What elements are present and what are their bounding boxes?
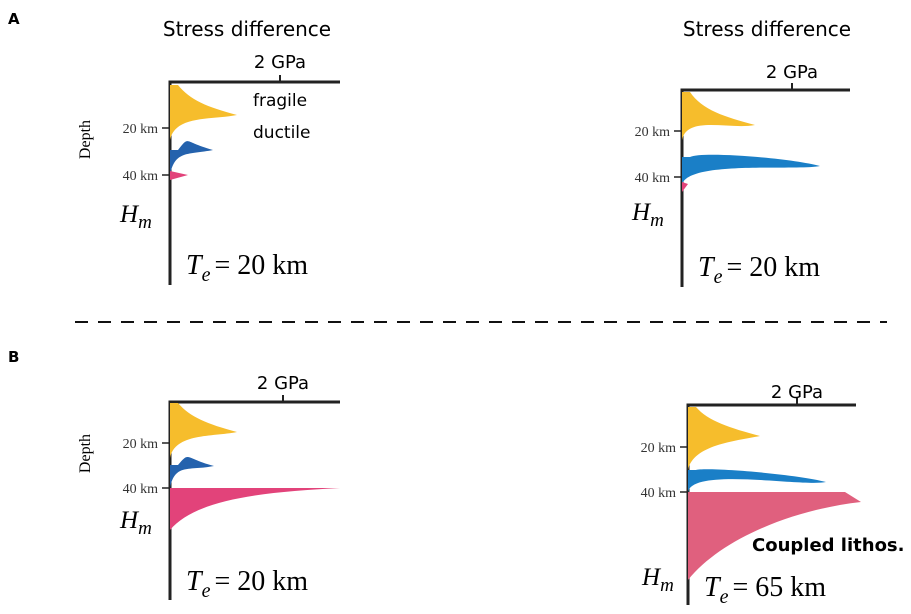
depth-label: 20 km — [123, 122, 159, 137]
envelope — [170, 403, 237, 458]
envelope — [170, 141, 213, 175]
symbol: T — [186, 250, 204, 281]
envelope — [170, 456, 214, 488]
envelope — [682, 154, 820, 185]
te-label: Te = 65 km — [704, 572, 826, 608]
subscript: e — [202, 580, 211, 602]
envelope — [688, 407, 760, 470]
te-label: Te = 20 km — [186, 250, 308, 286]
subscript: m — [660, 575, 674, 596]
scale-label: 2 GPa — [771, 382, 823, 403]
annotation: fragile — [253, 91, 307, 111]
depth-label: 20 km — [641, 441, 677, 456]
symbol: H — [119, 201, 140, 228]
envelope — [170, 488, 340, 530]
depth-axis-label: Depth — [77, 434, 94, 473]
te-label: Te = 20 km — [698, 252, 820, 288]
symbol: T — [698, 252, 716, 283]
hm-label: Hm — [119, 201, 152, 233]
symbol: H — [119, 507, 140, 534]
hm-label: Hm — [631, 199, 664, 231]
hm-label: Hm — [119, 507, 152, 539]
depth-axis-label: Depth — [77, 120, 94, 159]
scale-label: 2 GPa — [766, 62, 818, 83]
subscript: m — [138, 212, 152, 233]
panel-label: B — [8, 348, 19, 366]
envelope — [688, 469, 826, 492]
axis-title: Stress difference — [683, 17, 851, 41]
depth-label: 40 km — [641, 486, 677, 501]
te-label: Te = 20 km — [186, 566, 308, 602]
envelope — [170, 85, 237, 140]
subscript: e — [714, 266, 723, 288]
axis-title: Stress difference — [163, 17, 331, 41]
depth-label: 40 km — [635, 171, 671, 186]
text: = 65 km — [732, 572, 826, 603]
subscript: m — [138, 518, 152, 539]
subscript: e — [720, 586, 729, 608]
symbol: T — [704, 572, 722, 603]
text: = 20 km — [214, 250, 308, 281]
symbol: H — [641, 564, 662, 591]
subscript: m — [650, 210, 664, 231]
envelope — [682, 92, 755, 140]
depth-label: 20 km — [635, 125, 671, 140]
symbol: H — [631, 199, 652, 226]
envelope — [170, 171, 188, 180]
panel-label: A — [8, 10, 20, 28]
note: Coupled lithos. — [752, 535, 904, 556]
symbol: T — [186, 566, 204, 597]
scale-label: 2 GPa — [254, 52, 306, 73]
depth-label: 20 km — [123, 437, 159, 452]
depth-label: 40 km — [123, 482, 159, 497]
text: = 20 km — [726, 252, 820, 283]
text: = 20 km — [214, 566, 308, 597]
envelope — [688, 492, 861, 580]
depth-label: 40 km — [123, 169, 159, 184]
scale-label: 2 GPa — [257, 373, 309, 394]
envelope — [682, 182, 688, 192]
hm-label: Hm — [641, 564, 674, 596]
subscript: e — [202, 264, 211, 286]
annotation: ductile — [253, 123, 310, 143]
